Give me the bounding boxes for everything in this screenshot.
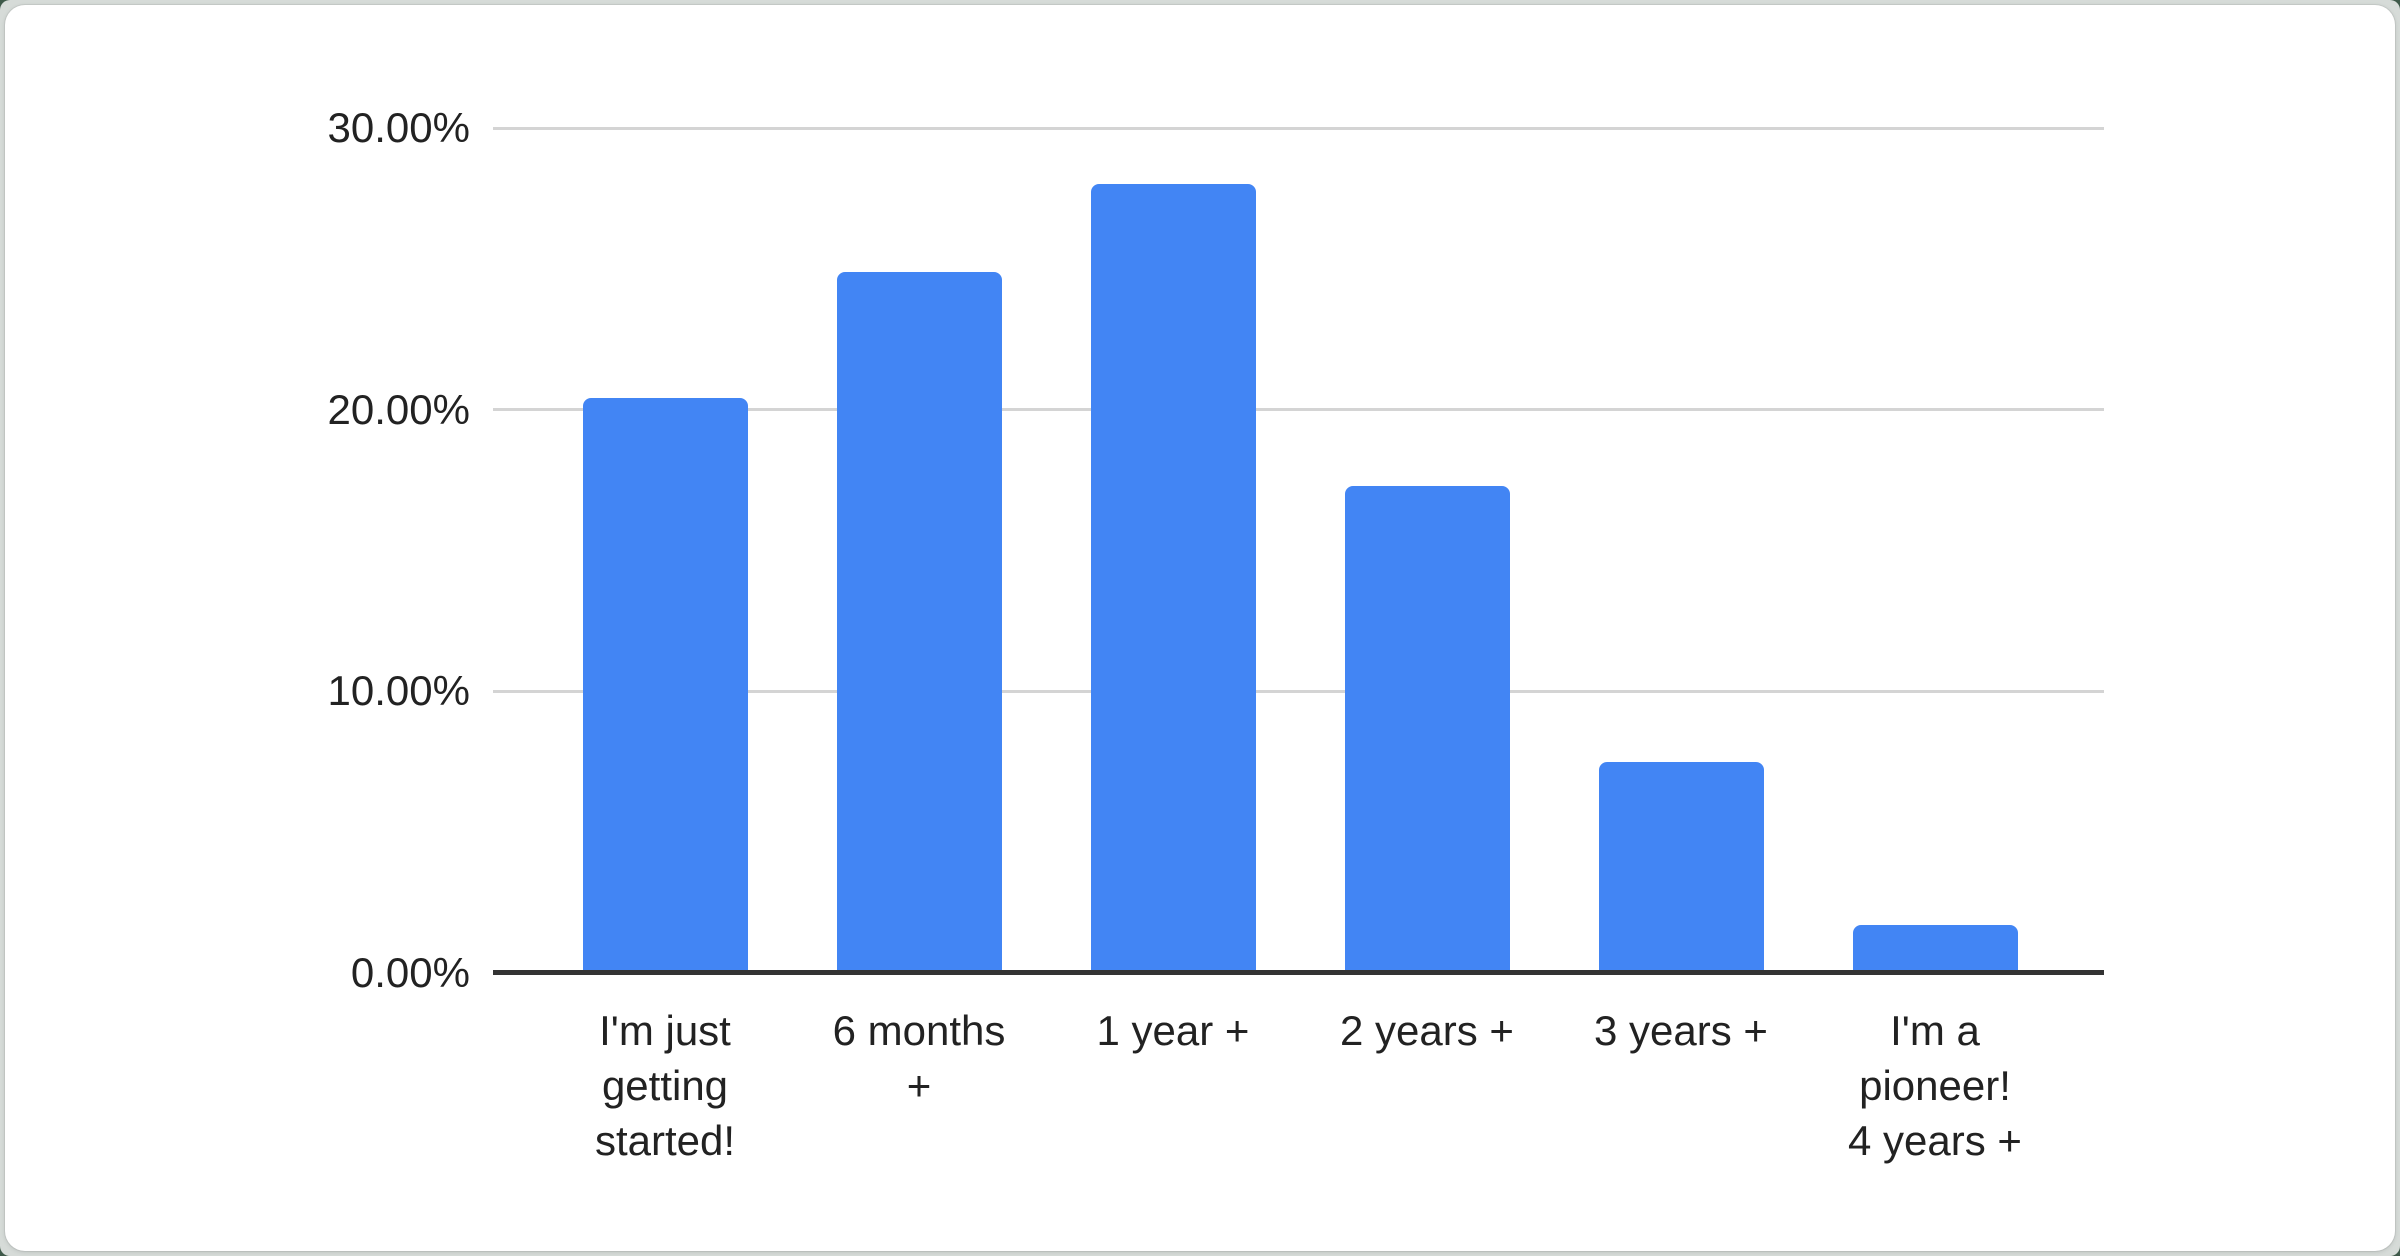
x-tick-label-5: 3 years + <box>1594 1007 1768 1054</box>
y-tick-label-30: 30.00% <box>327 104 470 151</box>
plot-area <box>493 126 2104 975</box>
x-tick-label-1: I'm just getting started! <box>594 1007 736 1164</box>
bar-5[interactable] <box>1598 761 1764 973</box>
y-tick-label-0: 0.00% <box>350 949 470 996</box>
y-tick-label-10: 10.00% <box>327 667 470 715</box>
x-tick-label-6: I'm a pioneer! 4 years + <box>1848 1007 2022 1164</box>
x-tick-label-3: 1 year + <box>1096 1007 1250 1054</box>
bar-6[interactable] <box>1852 925 2018 973</box>
chart-card: 0.00% 10.00% 20.00% 30.00% I'm just getting… <box>5 5 2395 1251</box>
gridline-30 <box>493 126 2104 130</box>
x-axis-line <box>493 970 2104 975</box>
y-tick-label-20: 20.00% <box>327 385 470 433</box>
x-tick-label-4: 2 years + <box>1340 1007 1514 1054</box>
bar-2[interactable] <box>836 271 1002 973</box>
bar-4[interactable] <box>1344 485 1510 973</box>
gridline-10 <box>493 689 2104 693</box>
gridline-20 <box>493 408 2104 412</box>
bar-3[interactable] <box>1090 184 1256 973</box>
bar-1[interactable] <box>582 398 748 973</box>
x-tick-label-2: 6 months + <box>832 1007 1006 1109</box>
